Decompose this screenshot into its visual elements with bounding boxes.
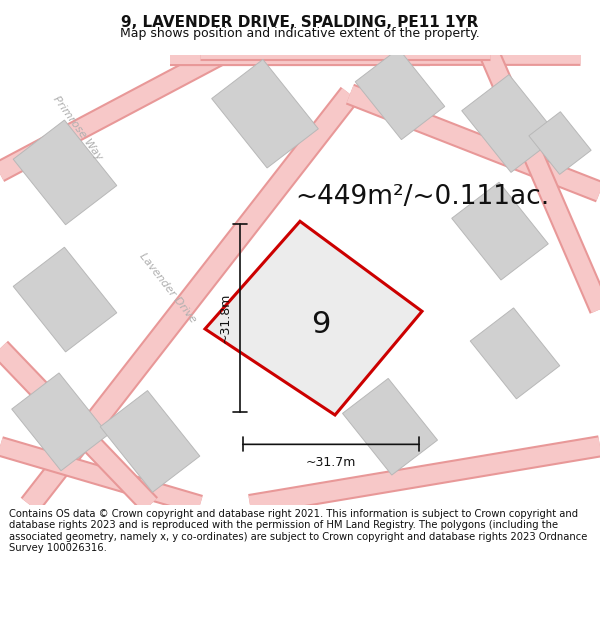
Polygon shape	[355, 49, 445, 139]
Polygon shape	[470, 308, 560, 399]
Polygon shape	[462, 74, 558, 172]
Polygon shape	[100, 391, 200, 492]
Polygon shape	[12, 373, 108, 471]
Polygon shape	[205, 221, 422, 415]
Text: ~449m²/~0.111ac.: ~449m²/~0.111ac.	[295, 184, 549, 210]
Text: ~31.7m: ~31.7m	[306, 456, 356, 469]
Text: Contains OS data © Crown copyright and database right 2021. This information is : Contains OS data © Crown copyright and d…	[9, 509, 587, 553]
Text: 9: 9	[311, 309, 330, 339]
Polygon shape	[343, 379, 437, 475]
Polygon shape	[452, 182, 548, 280]
Text: Lavender Drive: Lavender Drive	[138, 251, 198, 324]
Text: Primrose Way: Primrose Way	[52, 94, 104, 162]
Polygon shape	[212, 59, 319, 168]
Polygon shape	[529, 112, 591, 174]
Polygon shape	[13, 248, 117, 352]
Polygon shape	[13, 120, 117, 225]
Text: Map shows position and indicative extent of the property.: Map shows position and indicative extent…	[120, 27, 480, 39]
Text: ~31.8m: ~31.8m	[219, 293, 232, 343]
Text: 9, LAVENDER DRIVE, SPALDING, PE11 1YR: 9, LAVENDER DRIVE, SPALDING, PE11 1YR	[121, 16, 479, 31]
